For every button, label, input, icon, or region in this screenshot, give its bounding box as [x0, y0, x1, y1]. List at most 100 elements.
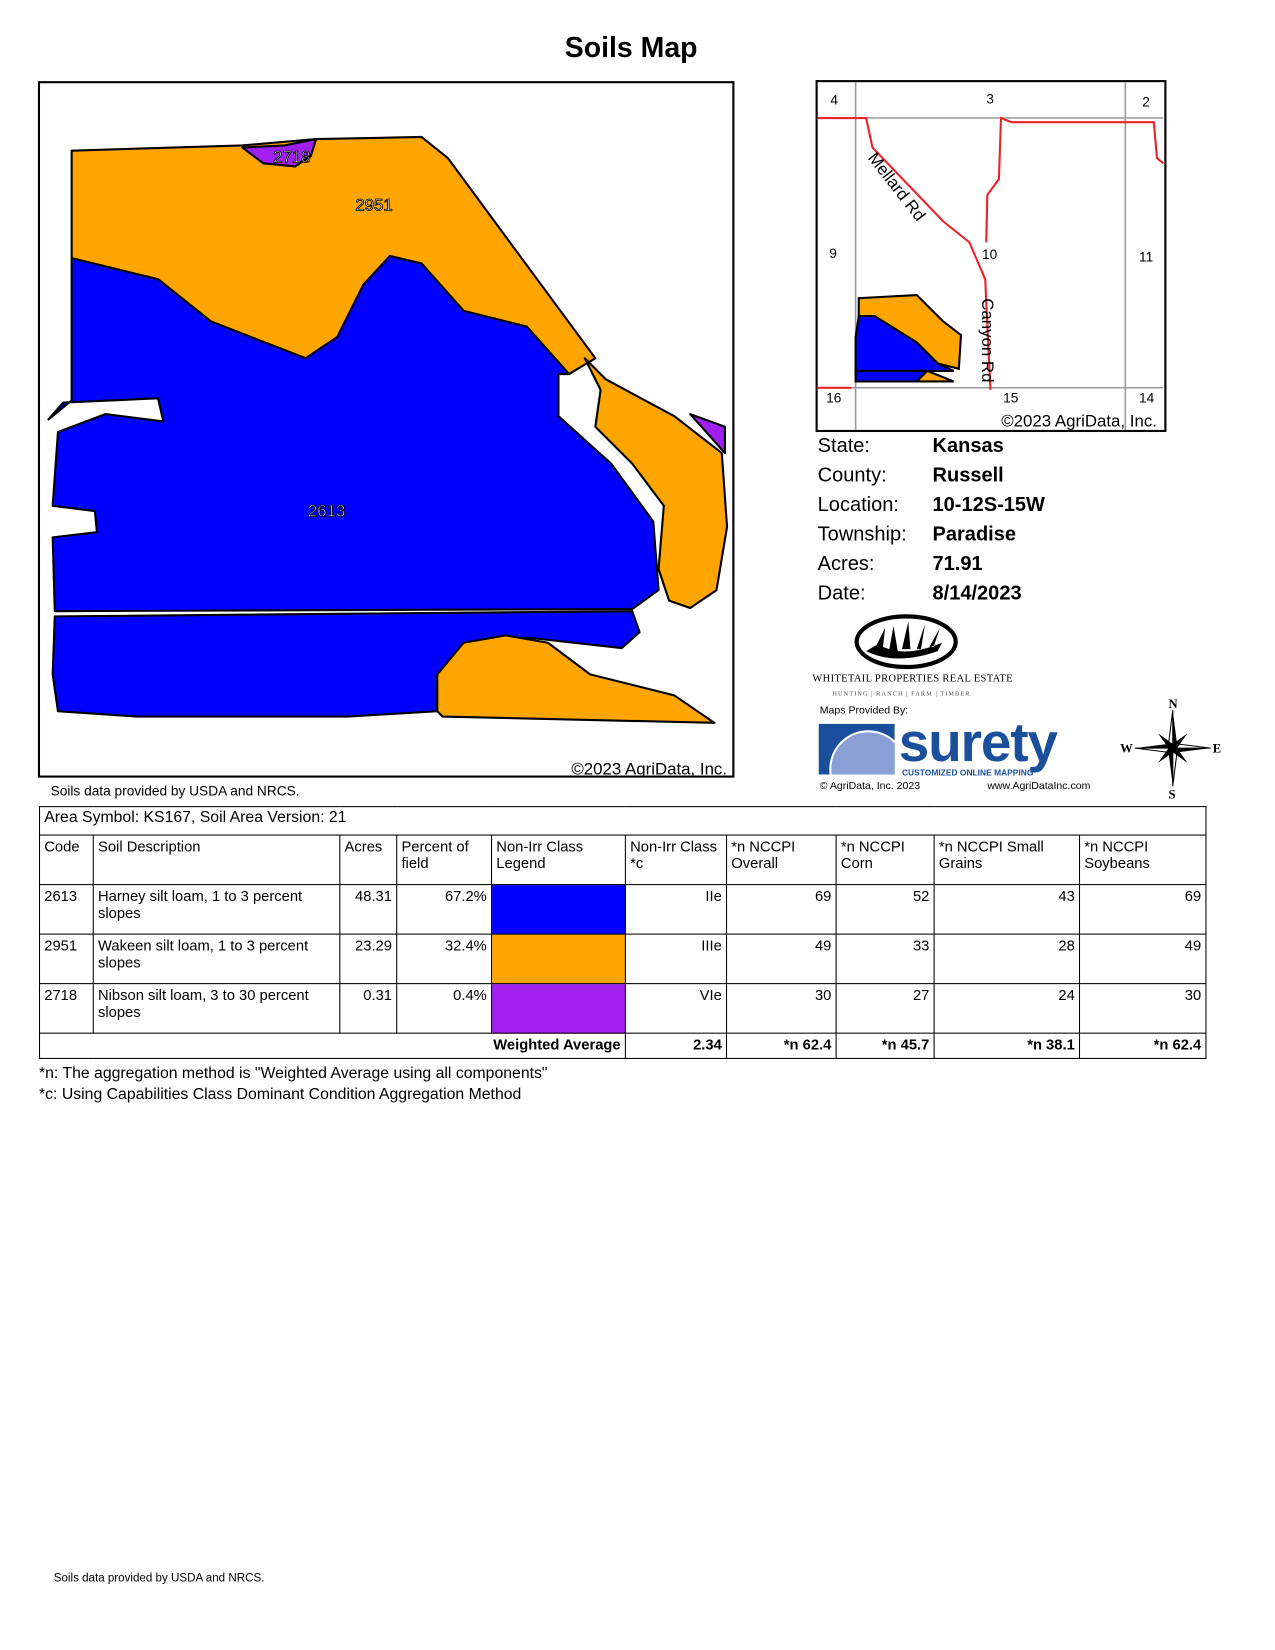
legend-swatch — [491, 983, 626, 1034]
cell-overall: 49 — [725, 933, 837, 985]
weighted-corn: *n 45.7 — [835, 1032, 935, 1059]
info-label: Acres: — [817, 553, 875, 576]
col-header: Non-Irr Class Legend — [491, 834, 626, 886]
antler-logo-icon — [854, 614, 958, 670]
section-3: 3 — [986, 91, 994, 106]
section-16: 16 — [826, 391, 842, 406]
map-copyright: ©2023 AgriData, Inc. — [571, 759, 727, 775]
info-value: Kansas — [932, 435, 1004, 458]
col-header: Code — [38, 834, 94, 886]
col-header: *n NCCPI Soybeans — [1078, 834, 1207, 886]
compass-rose-icon: N S W E — [1120, 697, 1221, 801]
soil-2613-polygon — [47, 254, 660, 613]
locator-map: 4 3 2 9 10 11 16 15 14 Mellard Rd Canyon… — [815, 80, 1167, 433]
cell-class: IIIe — [624, 933, 728, 985]
weighted-class: 2.34 — [624, 1032, 728, 1059]
info-value: Paradise — [932, 523, 1017, 546]
soils-table: Area Symbol: KS167, Soil Area Version: 2… — [38, 806, 1207, 1059]
cell-soy: 49 — [1078, 933, 1207, 985]
info-value: 8/14/2023 — [932, 582, 1022, 605]
cell-desc: Harney silt loam, 1 to 3 percent slopes — [92, 884, 341, 935]
cell-desc: Nibson silt loam, 3 to 30 percent slopes — [92, 983, 341, 1034]
legend-swatch — [491, 933, 626, 985]
map-label-2951: 2951 — [355, 196, 392, 215]
road-label-canyon: Canyon Rd — [978, 298, 997, 382]
map-source-note: Soils data provided by USDA and NRCS. — [50, 782, 300, 799]
info-label: Location: — [817, 494, 899, 517]
cell-small: 24 — [933, 983, 1081, 1034]
road-label-mellard: Mellard Rd — [864, 149, 929, 225]
cell-corn: 52 — [835, 884, 935, 935]
col-header: *n NCCPI Corn — [835, 834, 935, 886]
section-4: 4 — [830, 92, 838, 107]
note-n: *n: The aggregation method is "Weighted … — [38, 1064, 548, 1083]
cell-overall: 30 — [725, 983, 837, 1034]
soil-2951-strip — [583, 357, 729, 610]
col-header: *n NCCPI Overall — [725, 834, 837, 886]
surety-tagline: CUSTOMIZED ONLINE MAPPING — [901, 768, 1034, 778]
compass-e: E — [1213, 741, 1221, 755]
cell-acres: 0.31 — [339, 983, 398, 1034]
section-14: 14 — [1139, 391, 1155, 406]
col-header: Non-Irr Class *c — [624, 834, 728, 886]
section-15: 15 — [1003, 391, 1019, 406]
col-header: *n NCCPI Small Grains — [933, 834, 1081, 886]
cell-desc: Wakeen silt loam, 1 to 3 percent slopes — [92, 933, 341, 985]
col-header: Percent of field — [396, 834, 493, 886]
soils-map: 2718 2951 2613 ©2023 AgriData, Inc. — [37, 81, 735, 778]
weighted-overall: *n 62.4 — [725, 1032, 837, 1059]
soil-2718-polygon — [241, 138, 318, 168]
info-value: Russell — [932, 464, 1004, 487]
weighted-average-row: Weighted Average 2.34 *n 62.4 *n 45.7 *n… — [38, 1032, 1207, 1059]
cell-code: 2951 — [38, 933, 94, 985]
compass-w: W — [1120, 741, 1133, 755]
note-c: *c: Using Capabilities Class Dominant Co… — [38, 1085, 522, 1104]
legend-swatch — [491, 884, 626, 935]
cell-soy: 69 — [1078, 884, 1207, 935]
cell-corn: 33 — [835, 933, 935, 985]
col-header: Acres — [339, 834, 398, 886]
table-row: 2613 Harney silt loam, 1 to 3 percent sl… — [38, 884, 1207, 935]
globe-icon — [818, 723, 895, 775]
cell-code: 2613 — [38, 884, 94, 935]
soil-2718-right — [689, 413, 726, 455]
section-2: 2 — [1142, 94, 1150, 109]
weighted-label: Weighted Average — [38, 1032, 626, 1059]
info-label: State: — [817, 435, 870, 458]
info-label: Date: — [817, 582, 866, 605]
maps-provided-by: Maps Provided By: — [819, 704, 909, 717]
weighted-small: *n 38.1 — [933, 1032, 1081, 1059]
col-header: Soil Description — [92, 834, 341, 886]
cell-pct: 0.4% — [396, 983, 493, 1034]
section-11: 11 — [1139, 249, 1153, 264]
cell-class: VIe — [624, 983, 728, 1034]
agridata-copyright: © AgriData, Inc. 2023 — [819, 780, 921, 793]
page-title: Soils Map — [564, 31, 698, 64]
cell-class: IIe — [624, 884, 728, 935]
compass-s: S — [1169, 788, 1176, 801]
weighted-soy: *n 62.4 — [1078, 1032, 1207, 1059]
cell-corn: 27 — [835, 983, 935, 1034]
cell-small: 43 — [933, 884, 1081, 935]
cell-acres: 48.31 — [339, 884, 398, 935]
cell-soy: 30 — [1078, 983, 1207, 1034]
cell-acres: 23.29 — [339, 933, 398, 985]
info-value: 10-12S-15W — [932, 494, 1045, 517]
whitetail-name: Whitetail Properties Real Estate — [812, 673, 1013, 685]
map-label-2718: 2718 — [273, 147, 310, 166]
table-row: 2951 Wakeen silt loam, 1 to 3 percent sl… — [38, 933, 1207, 985]
map-label-2613: 2613 — [308, 501, 345, 520]
agridata-url: www.AgriDataInc.com — [987, 780, 1091, 793]
whitetail-tagline: HUNTING | RANCH | FARM | TIMBER — [832, 691, 971, 698]
area-symbol: Area Symbol: KS167, Soil Area Version: 2… — [38, 806, 1207, 836]
cell-pct: 32.4% — [396, 933, 493, 985]
cell-code: 2718 — [38, 983, 94, 1034]
table-row: 2718 Nibson silt loam, 3 to 30 percent s… — [38, 983, 1207, 1034]
soil-2951-south — [436, 634, 716, 724]
info-value: 71.91 — [932, 553, 983, 576]
compass-n: N — [1169, 697, 1178, 711]
section-9: 9 — [829, 246, 837, 261]
surety-wordmark: surety — [898, 712, 1058, 774]
info-label: County: — [817, 464, 887, 487]
section-10: 10 — [982, 247, 998, 262]
